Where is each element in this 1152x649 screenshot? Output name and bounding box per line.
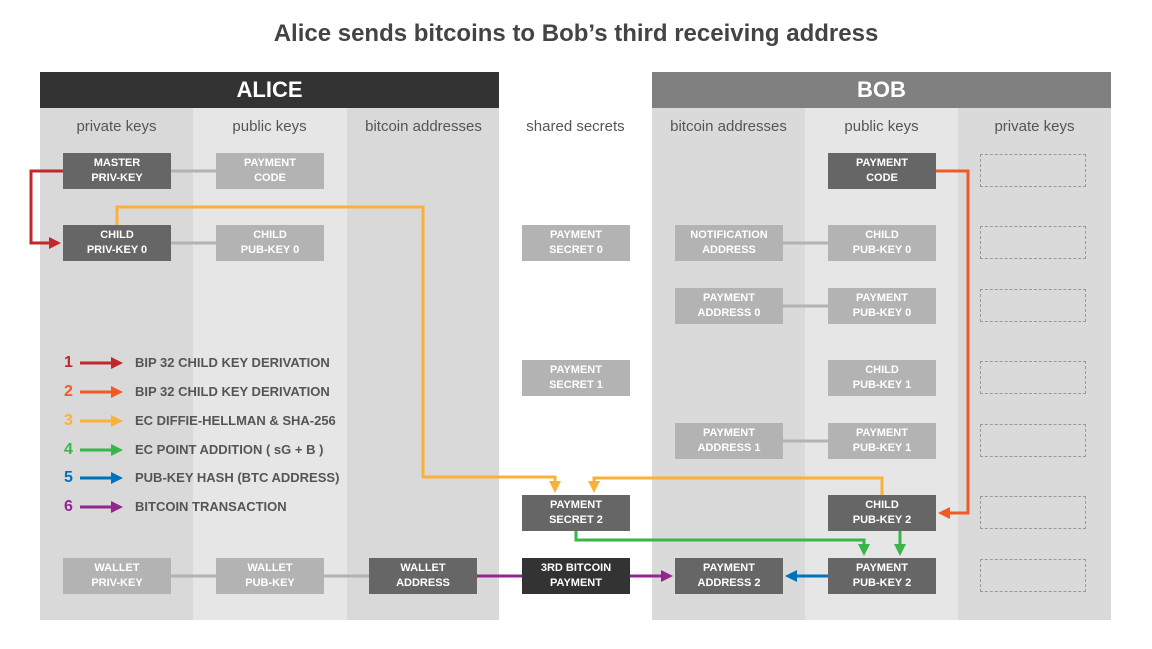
bob-private-key-placeholder (980, 361, 1086, 394)
alice-payment-code: PAYMENT CODE (216, 153, 324, 189)
legend-label: BIP 32 CHILD KEY DERIVATION (135, 384, 330, 399)
bob-private-key-placeholder (980, 559, 1086, 592)
alice-child-privkey-0: CHILD PRIV-KEY 0 (63, 225, 171, 261)
bob-child-pubkey-2: CHILD PUB-KEY 2 (828, 495, 936, 531)
bob-private-key-placeholder (980, 289, 1086, 322)
yellow-arrow-bob (588, 476, 884, 495)
bob-payment-code: PAYMENT CODE (828, 153, 936, 189)
legend-number: 2 (64, 383, 73, 400)
green-arrow-secret (574, 531, 870, 556)
bob-payment-address-0: PAYMENT ADDRESS 0 (675, 288, 783, 324)
third-bitcoin-payment: 3RD BITCOIN PAYMENT (522, 558, 630, 594)
alice-master-privkey: MASTER PRIV-KEY (63, 153, 171, 189)
legend-number: 1 (64, 354, 73, 371)
bob-header: BOB (652, 72, 1111, 108)
bob-private-key-placeholder (980, 154, 1086, 187)
bob-child-pubkey-1: CHILD PUB-KEY 1 (828, 360, 936, 396)
payment-secret-0: PAYMENT SECRET 0 (522, 225, 630, 261)
legend-arrows (80, 357, 123, 513)
bob-notification-address: NOTIFICATION ADDRESS (675, 225, 783, 261)
diagram-title: Alice sends bitcoins to Bob’s third rece… (273, 20, 879, 47)
alice-child-pubkey-0: CHILD PUB-KEY 0 (216, 225, 324, 261)
payment-secret-2: PAYMENT SECRET 2 (522, 495, 630, 531)
alice-wallet-privkey: WALLET PRIV-KEY (63, 558, 171, 594)
bob-payment-address-2: PAYMENT ADDRESS 2 (675, 558, 783, 594)
payment-secret-1: PAYMENT SECRET 1 (522, 360, 630, 396)
legend-number: 4 (64, 441, 73, 458)
red-arrow (29, 169, 63, 249)
bob-private-key-placeholder (980, 226, 1086, 259)
alice-public-column (193, 108, 347, 620)
bob-private-key-placeholder (980, 424, 1086, 457)
legend-label: BITCOIN TRANSACTION (135, 499, 287, 514)
alice-wallet-pubkey: WALLET PUB-KEY (216, 558, 324, 594)
bob-address-column (652, 108, 805, 620)
legend-label: EC DIFFIE-HELLMAN & SHA-256 (135, 413, 336, 428)
legend-number: 5 (64, 469, 73, 486)
bob-payment-pubkey-0: PAYMENT PUB-KEY 0 (828, 288, 936, 324)
gray-links (171, 169, 828, 578)
bob-payment-address-1: PAYMENT ADDRESS 1 (675, 423, 783, 459)
column-header: bitcoin addresses (365, 118, 482, 135)
column-header: public keys (844, 118, 919, 135)
column-header: private keys (994, 118, 1075, 135)
legend-number: 6 (64, 498, 73, 515)
alice-header: ALICE (40, 72, 499, 108)
yellow-arrow-alice (115, 205, 561, 493)
bob-payment-pubkey-1: PAYMENT PUB-KEY 1 (828, 423, 936, 459)
legend-label: BIP 32 CHILD KEY DERIVATION (135, 355, 330, 370)
bob-child-pubkey-0: CHILD PUB-KEY 0 (828, 225, 936, 261)
legend-number: 3 (64, 412, 73, 429)
column-header: bitcoin addresses (670, 118, 787, 135)
legend-label: PUB-KEY HASH (BTC ADDRESS) (135, 470, 340, 485)
bob-payment-pubkey-2: PAYMENT PUB-KEY 2 (828, 558, 936, 594)
column-header: public keys (232, 118, 307, 135)
alice-wallet-address: WALLET ADDRESS (369, 558, 477, 594)
orange-arrow (936, 169, 970, 519)
legend-label: EC POINT ADDITION ( sG + B ) (135, 442, 324, 457)
column-header: private keys (76, 118, 157, 135)
column-header: shared secrets (526, 118, 625, 135)
bob-private-key-placeholder (980, 496, 1086, 529)
